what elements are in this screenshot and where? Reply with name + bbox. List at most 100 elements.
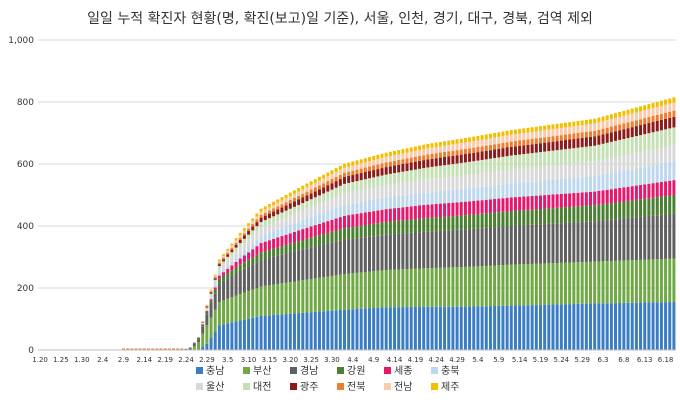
- bar-segment-11: [276, 199, 280, 203]
- bar-segment-3: [530, 209, 534, 225]
- bar-segment-5: [222, 269, 226, 273]
- bar-segment-0: [455, 306, 459, 350]
- bar-segment-1: [405, 269, 409, 308]
- bar-segment-5: [205, 310, 209, 311]
- bar-segment-11: [672, 97, 676, 103]
- bar-segment-10: [380, 157, 384, 164]
- bar-segment-3: [330, 231, 334, 243]
- bar-segment-11: [513, 129, 517, 135]
- bar-segment-10: [359, 163, 363, 169]
- bar-segment-7: [267, 218, 271, 225]
- bar-segment-8: [522, 145, 526, 155]
- bar-segment-3: [605, 203, 609, 221]
- bar-segment-4: [480, 200, 484, 214]
- bar-segment-6: [230, 255, 234, 262]
- bar-segment-2: [543, 224, 547, 264]
- bar-baseline-mark: [151, 348, 155, 350]
- bar-segment-1: [284, 282, 288, 315]
- bar-segment-9: [234, 242, 238, 245]
- bar-segment-9: [630, 121, 634, 128]
- bar-segment-10: [213, 275, 217, 278]
- bar-segment-0: [397, 307, 401, 350]
- bar-segment-2: [238, 270, 242, 295]
- x-tick-label: 3.10: [241, 356, 257, 364]
- bar-segment-6: [372, 187, 376, 200]
- bar-segment-6: [484, 172, 488, 187]
- bar-segment-8: [363, 172, 367, 180]
- bar-segment-9: [476, 146, 480, 153]
- bar-segment-6: [342, 193, 346, 205]
- bar-segment-2: [513, 225, 517, 265]
- bar-segment-10: [455, 143, 459, 151]
- bar-segment-9: [426, 154, 430, 160]
- bar-segment-11: [330, 170, 334, 175]
- bar-segment-6: [301, 209, 305, 220]
- legend-label: 전북: [347, 381, 365, 393]
- bar-segment-3: [292, 242, 296, 252]
- bar-segment-3: [309, 237, 313, 248]
- bar-segment-11: [272, 201, 276, 206]
- bar-segment-9: [672, 110, 676, 117]
- bar-segment-2: [267, 257, 271, 286]
- bar-segment-5: [547, 180, 551, 195]
- bar-segment-1: [605, 261, 609, 304]
- bar-segment-10: [580, 125, 584, 133]
- bar-segment-10: [639, 111, 643, 120]
- bar-segment-7: [543, 151, 547, 167]
- bar-segment-1: [401, 269, 405, 308]
- bar-segment-6: [272, 222, 276, 232]
- bar-segment-8: [584, 137, 588, 147]
- bar-segment-9: [501, 142, 505, 149]
- bar-segment-6: [297, 211, 301, 222]
- bar-segment-2: [501, 226, 505, 266]
- bar-segment-1: [359, 272, 363, 309]
- bar-segment-0: [284, 314, 288, 350]
- bar-segment-8: [393, 165, 397, 174]
- bar-segment-0: [242, 319, 246, 350]
- bar-segment-3: [267, 249, 271, 258]
- bar-segment-7: [501, 156, 505, 171]
- bar-segment-1: [505, 264, 509, 306]
- bar-segment-9: [251, 224, 255, 227]
- bar-segment-4: [238, 258, 242, 265]
- bar-segment-9: [301, 193, 305, 198]
- bar-segment-2: [259, 260, 263, 287]
- bar-segment-1: [534, 263, 538, 305]
- chart-title: 일일 누적 확진자 현황(명, 확진(보고)일 기준), 서울, 인천, 경기,…: [87, 11, 593, 27]
- bar-segment-0: [263, 315, 267, 350]
- bar-baseline-mark: [172, 348, 176, 350]
- bar-segment-2: [309, 247, 313, 280]
- bar-segment-1: [643, 259, 647, 303]
- bar-segment-4: [313, 225, 317, 237]
- bar-segment-9: [584, 131, 588, 138]
- bar-segment-8: [655, 120, 659, 132]
- bar-segment-0: [217, 325, 221, 350]
- bar-segment-3: [555, 207, 559, 224]
- bar-segment-11: [280, 197, 284, 201]
- bar-segment-11: [376, 154, 380, 160]
- bar-segment-2: [418, 232, 422, 269]
- bar-segment-8: [563, 140, 567, 150]
- bar-segment-1: [559, 262, 563, 305]
- bar-segment-0: [622, 302, 626, 350]
- bar-segment-10: [601, 121, 605, 129]
- bar-segment-1: [672, 258, 676, 302]
- bar-segment-6: [255, 231, 259, 240]
- bar-segment-9: [380, 163, 384, 169]
- bar-segment-11: [447, 140, 451, 146]
- bar-segment-8: [292, 201, 296, 207]
- bar-segment-9: [488, 144, 492, 151]
- bar-segment-5: [322, 212, 326, 223]
- bar-segment-11: [292, 190, 296, 194]
- bar-segment-6: [201, 322, 205, 324]
- bar-segment-6: [538, 166, 542, 181]
- bar-segment-9: [376, 164, 380, 170]
- bar-segment-3: [526, 209, 530, 225]
- bar-segment-7: [263, 220, 267, 226]
- bar-segment-8: [505, 147, 509, 157]
- bar-segment-4: [263, 241, 267, 252]
- bar-segment-2: [213, 293, 217, 310]
- bar-segment-2: [288, 252, 292, 283]
- bar-segment-4: [292, 231, 296, 243]
- bar-segment-10: [418, 149, 422, 157]
